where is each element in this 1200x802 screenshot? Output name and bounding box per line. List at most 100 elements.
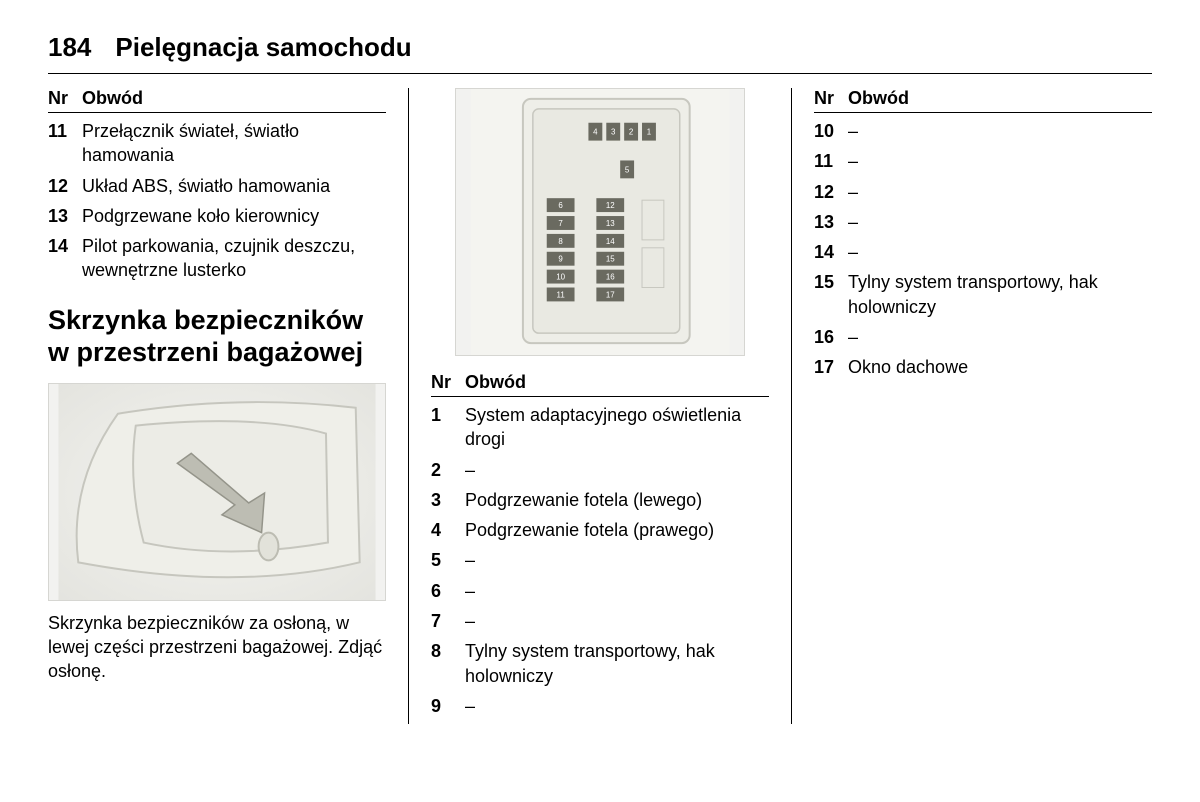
th-circuit: Obwód (848, 88, 909, 109)
table-row: 14– (814, 240, 1152, 264)
table-row: 12 Układ ABS, światło hamowania (48, 174, 386, 198)
content-columns: Nr Obwód 11 Przełącznik świateł, światło… (48, 88, 1152, 724)
row-desc: Tylny system transportowy, hak holownicz… (465, 639, 769, 688)
row-desc: Pilot parkowania, czujnik deszczu, wewnę… (82, 234, 386, 283)
table-row: 13 Podgrzewane koło kierownicy (48, 204, 386, 228)
row-nr: 5 (431, 548, 465, 572)
svg-text:15: 15 (605, 255, 614, 264)
section-title: Skrzynka bezpieczników w przestrzeni bag… (48, 305, 386, 369)
row-desc: Podgrzewane koło kierownicy (82, 204, 386, 228)
table-row: 2– (431, 458, 769, 482)
trunk-fusebox-illustration (48, 383, 386, 601)
row-desc: Podgrzewanie fotela (prawego) (465, 518, 769, 542)
row-desc: – (848, 180, 1152, 204)
column-2: 4 3 2 1 5 6 7 8 9 10 11 12 13 14 (409, 88, 791, 724)
table-head: Nr Obwód (431, 372, 769, 397)
table-head: Nr Obwód (814, 88, 1152, 113)
row-nr: 11 (814, 149, 848, 173)
svg-text:2: 2 (629, 128, 634, 137)
th-nr: Nr (48, 88, 82, 109)
row-nr: 1 (431, 403, 465, 452)
th-nr: Nr (431, 372, 465, 393)
th-circuit: Obwód (465, 372, 526, 393)
table-row: 16– (814, 325, 1152, 349)
table-row: 17Okno dachowe (814, 355, 1152, 379)
svg-text:16: 16 (605, 273, 614, 282)
row-desc: Podgrzewanie fotela (lewego) (465, 488, 769, 512)
svg-text:8: 8 (558, 237, 563, 246)
table-row: 11 Przełącznik świateł, światło hamowani… (48, 119, 386, 168)
svg-text:11: 11 (556, 290, 565, 299)
table-row: 3Podgrzewanie fotela (lewego) (431, 488, 769, 512)
svg-text:1: 1 (646, 128, 651, 137)
row-nr: 14 (48, 234, 82, 283)
th-circuit: Obwód (82, 88, 143, 109)
svg-text:9: 9 (558, 255, 563, 264)
row-desc: – (848, 325, 1152, 349)
table-row: 8Tylny system transportowy, hak holownic… (431, 639, 769, 688)
row-nr: 9 (431, 694, 465, 718)
row-nr: 12 (814, 180, 848, 204)
svg-text:14: 14 (605, 237, 614, 246)
table-row: 4Podgrzewanie fotela (prawego) (431, 518, 769, 542)
header-rule (48, 73, 1152, 74)
row-nr: 3 (431, 488, 465, 512)
svg-text:3: 3 (611, 128, 616, 137)
th-nr: Nr (814, 88, 848, 109)
row-nr: 6 (431, 579, 465, 603)
row-nr: 15 (814, 270, 848, 319)
page-header: 184 Pielęgnacja samochodu (48, 32, 1152, 63)
row-nr: 17 (814, 355, 848, 379)
table-head: Nr Obwód (48, 88, 386, 113)
table-row: 9– (431, 694, 769, 718)
row-desc: – (465, 694, 769, 718)
illustration-caption: Skrzynka bezpieczników za osłoną, w lewe… (48, 611, 386, 684)
fusebox-diagram: 4 3 2 1 5 6 7 8 9 10 11 12 13 14 (455, 88, 746, 356)
row-nr: 10 (814, 119, 848, 143)
row-desc: – (848, 210, 1152, 234)
table-row: 15Tylny system transportowy, hak holowni… (814, 270, 1152, 319)
row-desc: – (465, 609, 769, 633)
row-desc: Przełącznik świateł, światło hamowania (82, 119, 386, 168)
row-nr: 8 (431, 639, 465, 688)
table-row: 10– (814, 119, 1152, 143)
trunk-panel-svg (49, 384, 385, 600)
row-desc: – (465, 579, 769, 603)
row-desc: – (465, 458, 769, 482)
svg-text:5: 5 (625, 165, 630, 174)
fusebox-svg: 4 3 2 1 5 6 7 8 9 10 11 12 13 14 (456, 89, 745, 355)
table-row: 14 Pilot parkowania, czujnik deszczu, we… (48, 234, 386, 283)
row-nr: 11 (48, 119, 82, 168)
svg-text:7: 7 (558, 219, 563, 228)
row-desc: – (465, 548, 769, 572)
row-nr: 4 (431, 518, 465, 542)
table-row: 5– (431, 548, 769, 572)
row-desc: Tylny system transportowy, hak holownicz… (848, 270, 1152, 319)
row-nr: 7 (431, 609, 465, 633)
page-number: 184 (48, 32, 91, 63)
table-row: 11– (814, 149, 1152, 173)
row-desc: System adaptacyjnego oświetlenia drogi (465, 403, 769, 452)
row-nr: 16 (814, 325, 848, 349)
row-desc: – (848, 119, 1152, 143)
row-desc: – (848, 240, 1152, 264)
table-row: 13– (814, 210, 1152, 234)
row-nr: 13 (48, 204, 82, 228)
table-row: 1System adaptacyjnego oświetlenia drogi (431, 403, 769, 452)
table-row: 12– (814, 180, 1152, 204)
row-nr: 2 (431, 458, 465, 482)
row-nr: 12 (48, 174, 82, 198)
table-row: 7– (431, 609, 769, 633)
svg-text:6: 6 (558, 201, 563, 210)
table-row: 6– (431, 579, 769, 603)
row-desc: – (848, 149, 1152, 173)
row-desc: Okno dachowe (848, 355, 1152, 379)
svg-text:4: 4 (593, 128, 598, 137)
row-desc: Układ ABS, światło hamowania (82, 174, 386, 198)
row-nr: 13 (814, 210, 848, 234)
chapter-title: Pielęgnacja samochodu (115, 32, 411, 63)
column-3: Nr Obwód 10– 11– 12– 13– 14– 15Tylny sys… (792, 88, 1152, 724)
row-nr: 14 (814, 240, 848, 264)
svg-text:12: 12 (605, 201, 614, 210)
svg-text:13: 13 (605, 219, 614, 228)
